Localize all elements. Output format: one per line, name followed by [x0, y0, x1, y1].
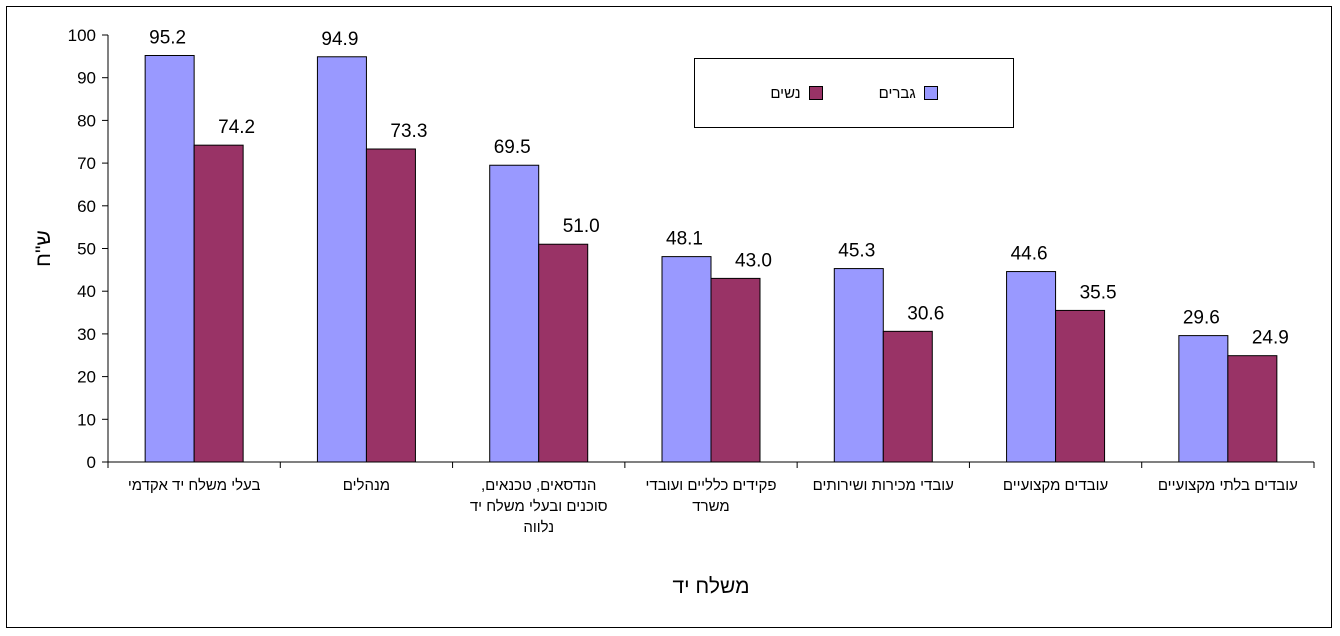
y-tick-label: 50 — [77, 240, 96, 259]
data-label: 95.2 — [149, 27, 186, 48]
bar-men — [833, 268, 884, 463]
legend: גברים נשים — [694, 58, 1014, 128]
category-label: בעלי משלח יד אקדמי — [128, 477, 261, 494]
legend-label-women: נשים — [770, 84, 801, 102]
category-label: משרד — [692, 498, 729, 515]
bar-men — [316, 56, 367, 463]
data-label: 29.6 — [1183, 308, 1220, 329]
y-tick-label: 100 — [68, 26, 96, 45]
category-label: עובדים מקצועיים — [1003, 477, 1108, 494]
bar-women — [882, 330, 933, 463]
x-axis-title: משלח יד — [672, 575, 749, 598]
bar-women — [1227, 355, 1278, 463]
legend-swatch-men — [923, 86, 938, 100]
category-label: עובדים בלתי מקצועיים — [1158, 477, 1298, 494]
data-label: 69.5 — [494, 137, 531, 158]
bar-women — [710, 277, 761, 463]
y-tick-label: 10 — [77, 410, 96, 429]
bar-women — [538, 243, 589, 463]
data-label: 48.1 — [666, 229, 703, 250]
bar-men — [1006, 271, 1057, 463]
bar-women — [365, 148, 416, 463]
data-label: 30.6 — [907, 303, 944, 324]
bar-men — [489, 164, 540, 463]
y-tick-label: 70 — [77, 154, 96, 173]
data-label: 24.9 — [1252, 328, 1289, 349]
category-label: מנהלים — [343, 477, 390, 494]
y-axis-title: ש"ח — [32, 230, 55, 267]
data-label: 94.9 — [321, 29, 358, 50]
data-label: 45.3 — [838, 241, 875, 262]
data-label: 44.6 — [1011, 244, 1048, 265]
bar-men — [661, 256, 712, 463]
data-label: 51.0 — [563, 216, 600, 237]
data-label: 43.0 — [735, 250, 772, 271]
bar-men — [144, 54, 195, 463]
category-label: עובדי מכירות ושירותים — [813, 477, 954, 494]
y-tick-label: 0 — [87, 453, 96, 472]
legend-label-men: גברים — [878, 84, 916, 102]
category-label: סוכנים ובעלי משלח יד — [470, 498, 608, 515]
bar-men — [1178, 335, 1229, 463]
category-label: פקידים כלליים ועובדי — [645, 477, 776, 494]
y-tick-label: 80 — [77, 111, 96, 130]
bar-women — [193, 144, 244, 463]
data-label: 35.5 — [1080, 282, 1117, 303]
bar-women — [1055, 309, 1106, 463]
legend-item-men: גברים — [879, 85, 938, 102]
y-tick-label: 60 — [77, 197, 96, 216]
y-tick-label: 20 — [77, 368, 96, 387]
y-tick-label: 90 — [77, 69, 96, 88]
y-tick-label: 40 — [77, 282, 96, 301]
data-label: 73.3 — [390, 121, 427, 142]
legend-item-women: נשים — [770, 84, 823, 102]
legend-swatch-women — [808, 86, 823, 100]
category-label: נלווה — [523, 519, 554, 536]
data-label: 74.2 — [218, 117, 255, 138]
y-tick-label: 30 — [77, 325, 96, 344]
category-label: הנדסאים, טכנאים, — [481, 477, 596, 494]
